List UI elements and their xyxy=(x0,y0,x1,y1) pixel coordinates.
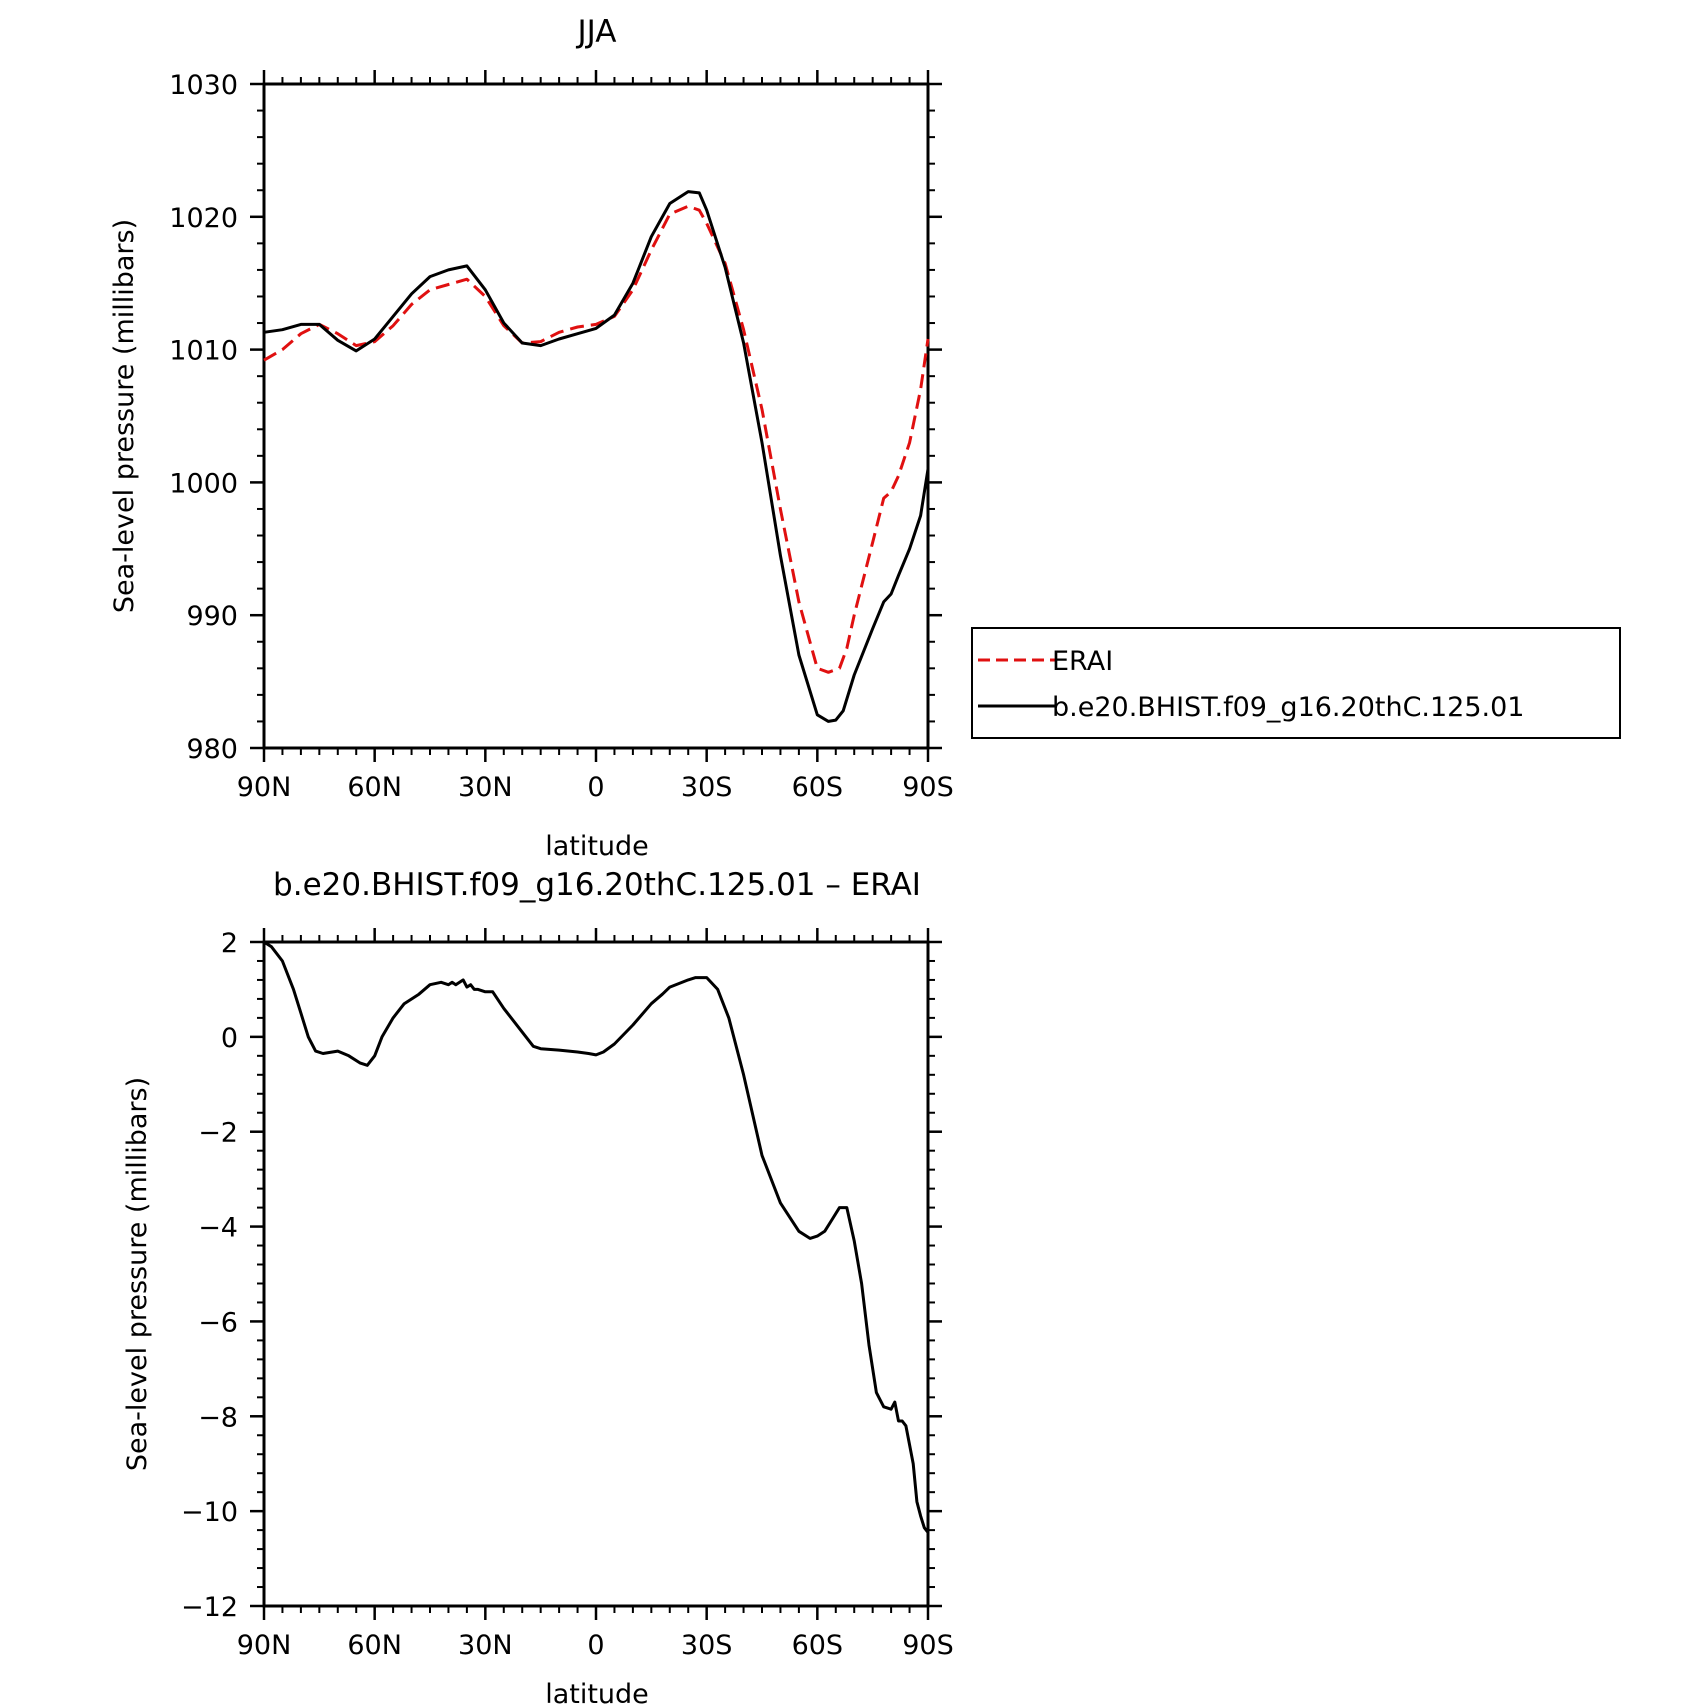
top-panel: JJA latitude Sea-level pressure (milliba… xyxy=(109,14,954,862)
xtick-label: 60S xyxy=(792,772,844,803)
top-panel-xlabel: latitude xyxy=(545,831,649,862)
top-panel-title: JJA xyxy=(576,14,617,50)
series-line-difference xyxy=(263,940,930,1534)
xtick-label: 60N xyxy=(347,1630,402,1661)
ytick-label: −4 xyxy=(198,1213,238,1244)
bottom-panel-frame xyxy=(262,940,930,1608)
xtick-label: 30S xyxy=(681,772,733,803)
series-line-erai xyxy=(263,204,930,674)
ytick-label: 990 xyxy=(186,601,238,632)
legend-label-erai: ERAI xyxy=(1052,646,1113,677)
ytick-label: 0 xyxy=(221,1023,238,1054)
xtick-label: 0 xyxy=(587,1630,604,1661)
xtick-label: 90S xyxy=(902,1630,954,1661)
xtick-label: 90N xyxy=(237,772,292,803)
legend-frame xyxy=(971,627,1621,739)
ytick-label: −10 xyxy=(181,1497,238,1528)
bottom-panel-xlabel: latitude xyxy=(545,1679,649,1708)
top-panel-series xyxy=(263,190,930,723)
legend-label-model: b.e20.BHIST.f09_g16.20thC.125.01 xyxy=(1052,692,1524,723)
xtick-label: 60S xyxy=(792,1630,844,1661)
ytick-label: 980 xyxy=(186,734,238,765)
ytick-label: 2 xyxy=(221,928,238,959)
bottom-panel-ticks: −12 −10 −8 −6 −4 −2 0 2 90N 60N 30N 0 30S 60S 90S xyxy=(181,928,954,1661)
xtick-label: 90S xyxy=(902,772,954,803)
bottom-panel-series xyxy=(263,940,930,1534)
series-line-b-e20-bhist-f09-g16-20thc-125-01 xyxy=(263,190,930,723)
xtick-label: 60N xyxy=(347,772,402,803)
top-panel-frame xyxy=(262,82,930,750)
top-panel-ticks: 980 990 1000 1010 1020 1030 90N 60N 30N 0 30S 60S 90… xyxy=(169,70,954,803)
ytick-label: 1010 xyxy=(169,336,238,367)
bottom-panel-ylabel: Sea-level pressure (millibars) xyxy=(122,1077,153,1471)
ytick-label: 1000 xyxy=(169,468,238,499)
ytick-label: 1030 xyxy=(169,70,238,101)
bottom-panel: b.e20.BHIST.f09_g16.20thC.125.01 – ERAI … xyxy=(122,867,954,1708)
bottom-panel-title: b.e20.BHIST.f09_g16.20thC.125.01 – ERAI xyxy=(273,867,921,903)
xtick-label: 0 xyxy=(587,772,604,803)
xtick-label: 90N xyxy=(237,1630,292,1661)
ytick-label: −8 xyxy=(198,1402,238,1433)
xtick-label: 30S xyxy=(681,1630,733,1661)
ytick-label: −6 xyxy=(198,1307,238,1338)
xtick-label: 30N xyxy=(458,772,513,803)
top-panel-ylabel: Sea-level pressure (millibars) xyxy=(109,219,140,613)
ytick-label: −12 xyxy=(181,1592,238,1623)
legend: ERAI b.e20.BHIST.f09_g16.20thC.125.01 xyxy=(971,627,1621,739)
xtick-label: 30N xyxy=(458,1630,513,1661)
ytick-label: −2 xyxy=(198,1118,238,1149)
ytick-label: 1020 xyxy=(169,203,238,234)
